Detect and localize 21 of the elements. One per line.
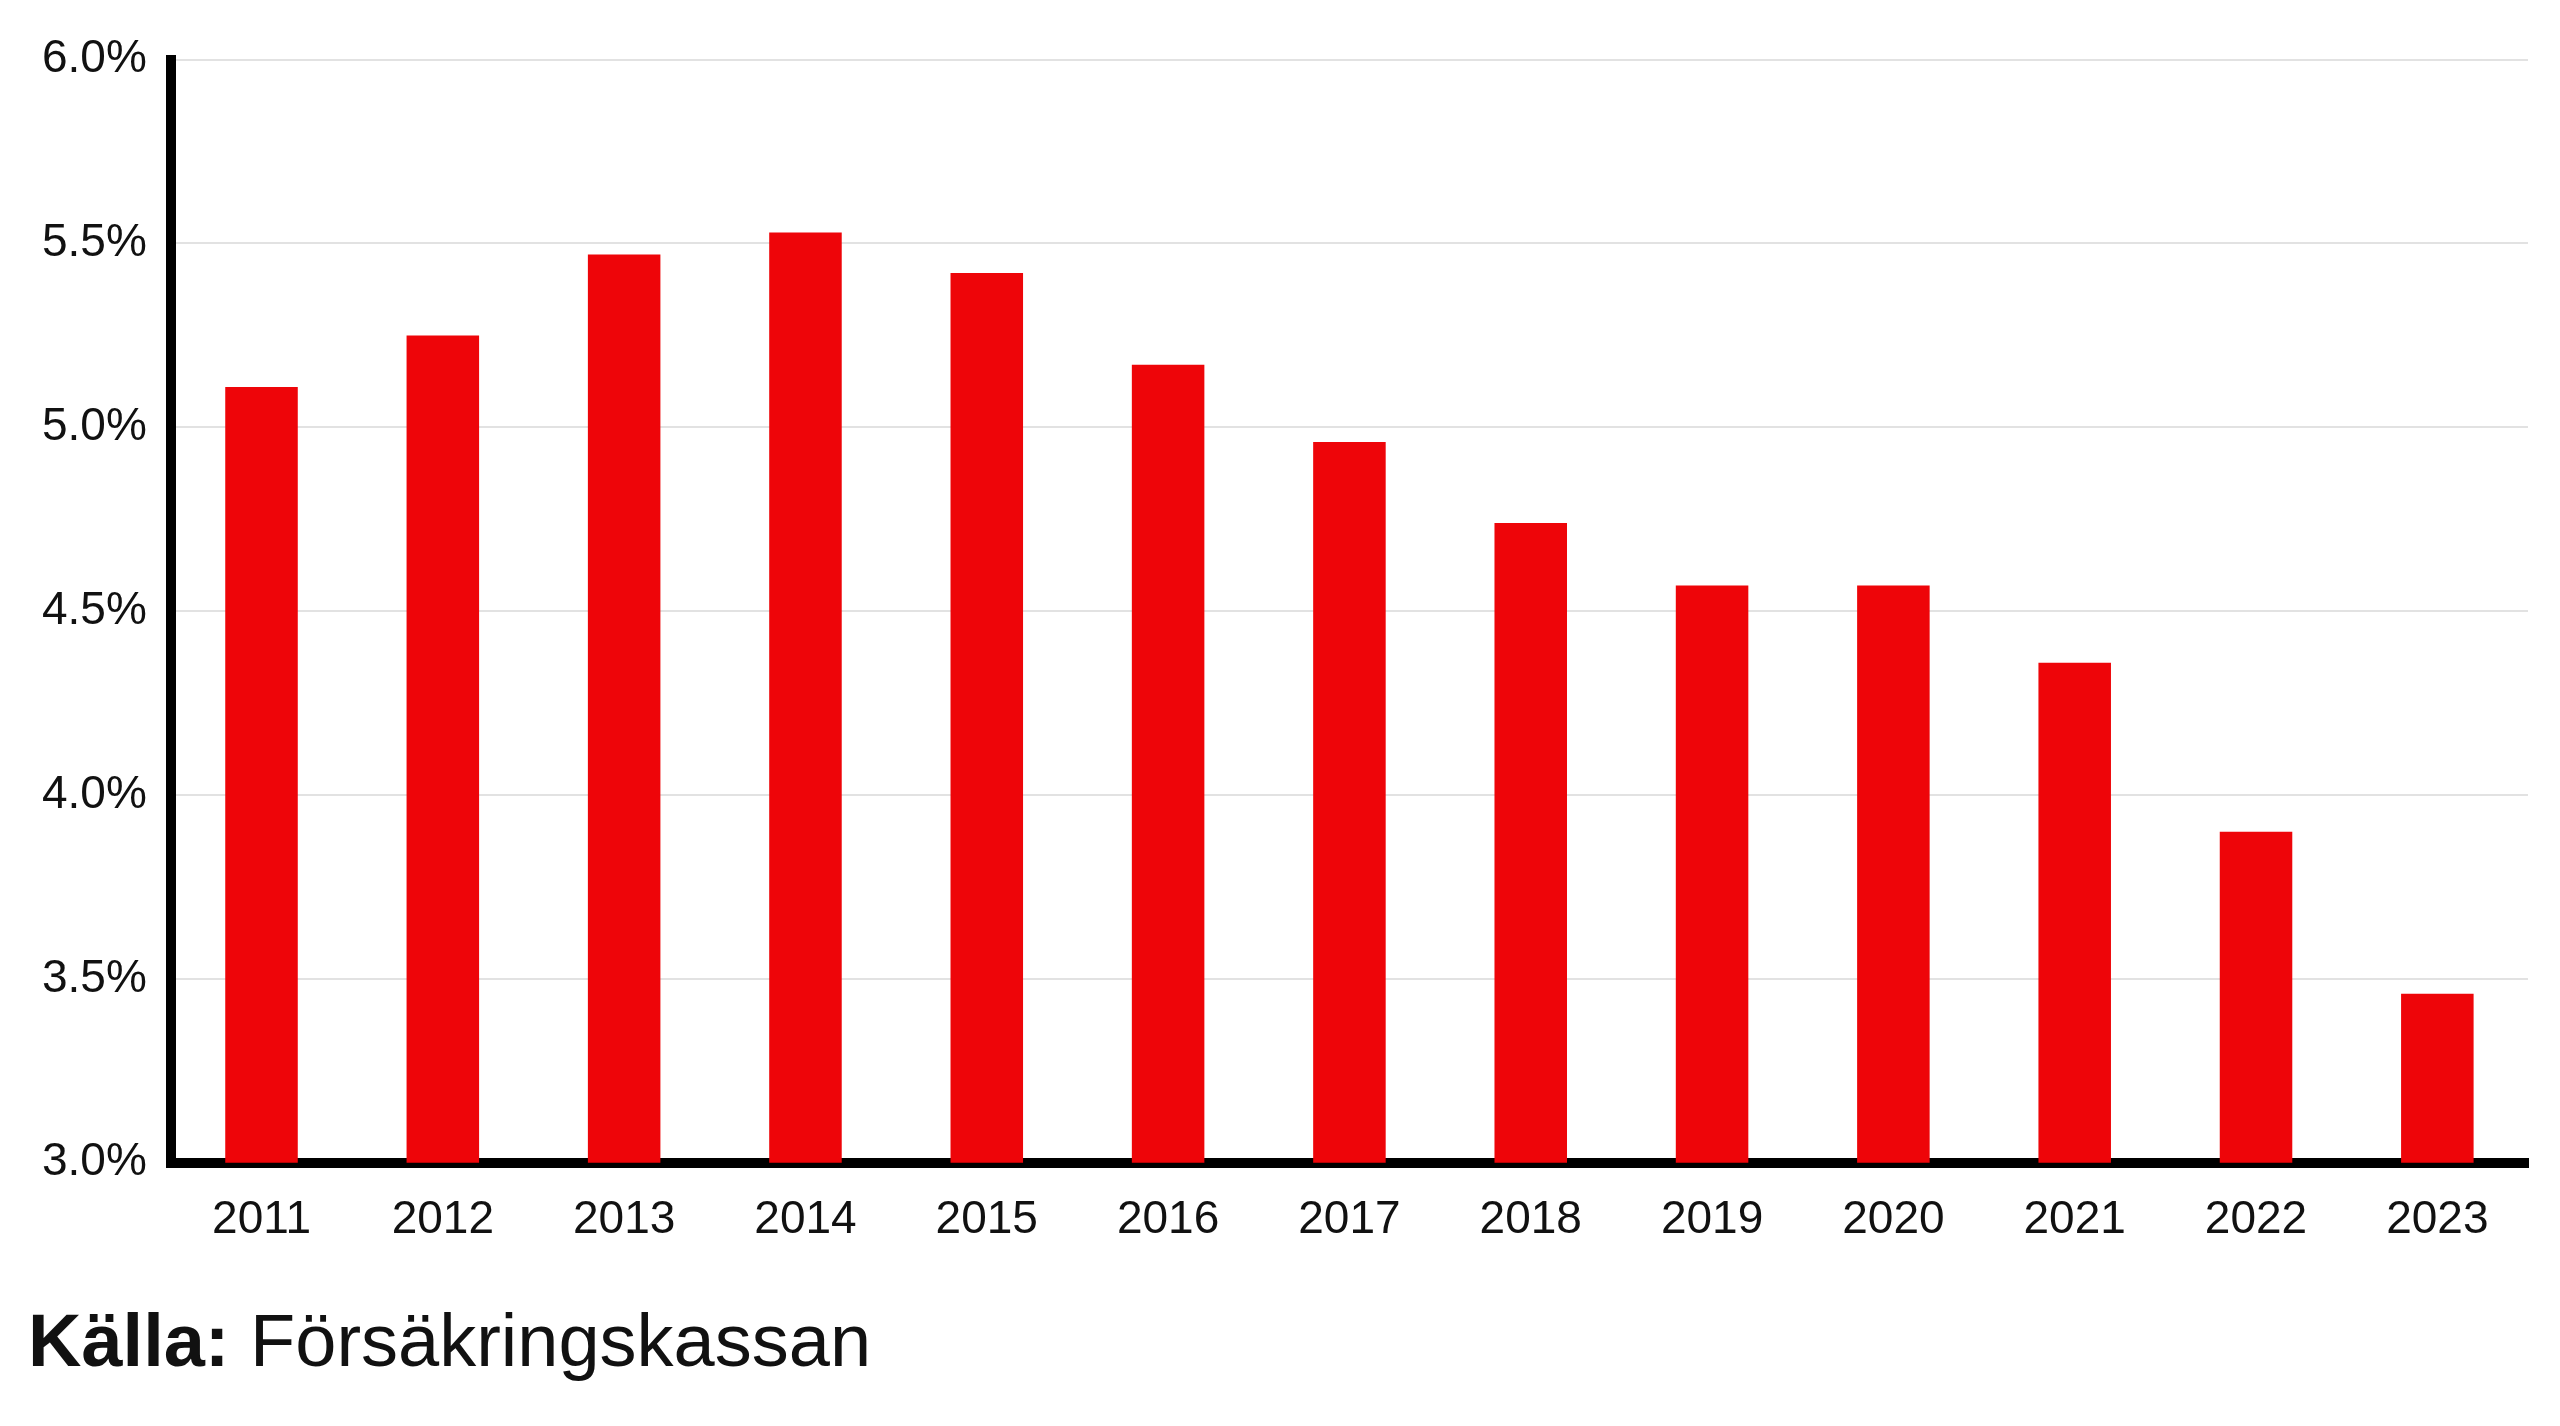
text: Källa: Försäkringskassan (28, 1298, 873, 1383)
y-tick-label: 3.5% (41, 949, 147, 1002)
y-tick-label: 6.0% (41, 30, 147, 83)
x-tick-label: 2013 (572, 1191, 676, 1244)
y-tick-label: 4.5% (41, 581, 147, 634)
x-tick-label: 2014 (754, 1191, 857, 1244)
y-tick-label: 5.5% (41, 214, 147, 267)
x-tick-label: 2021 (2023, 1191, 2126, 1244)
y-tick-label: 5.0% (41, 398, 147, 451)
x-tick-label: 2017 (1298, 1191, 1401, 1244)
x-tick-label: 2022 (2204, 1191, 2308, 1244)
y-tick-label: 3.0% (41, 1133, 147, 1186)
x-tick-label: 2011 (212, 1191, 311, 1244)
x-tick-label: 2023 (2386, 1191, 2489, 1244)
x-tick-label: 2016 (1116, 1191, 1220, 1244)
x-tick-label: 2020 (1842, 1191, 1945, 1244)
x-tick-label: 2018 (1479, 1191, 1582, 1244)
x-tick-label: 2019 (1660, 1191, 1764, 1244)
x-tick-label: 2015 (935, 1191, 1038, 1244)
y-tick-label: 4.0% (41, 765, 147, 818)
x-tick-label: 2012 (391, 1191, 494, 1244)
